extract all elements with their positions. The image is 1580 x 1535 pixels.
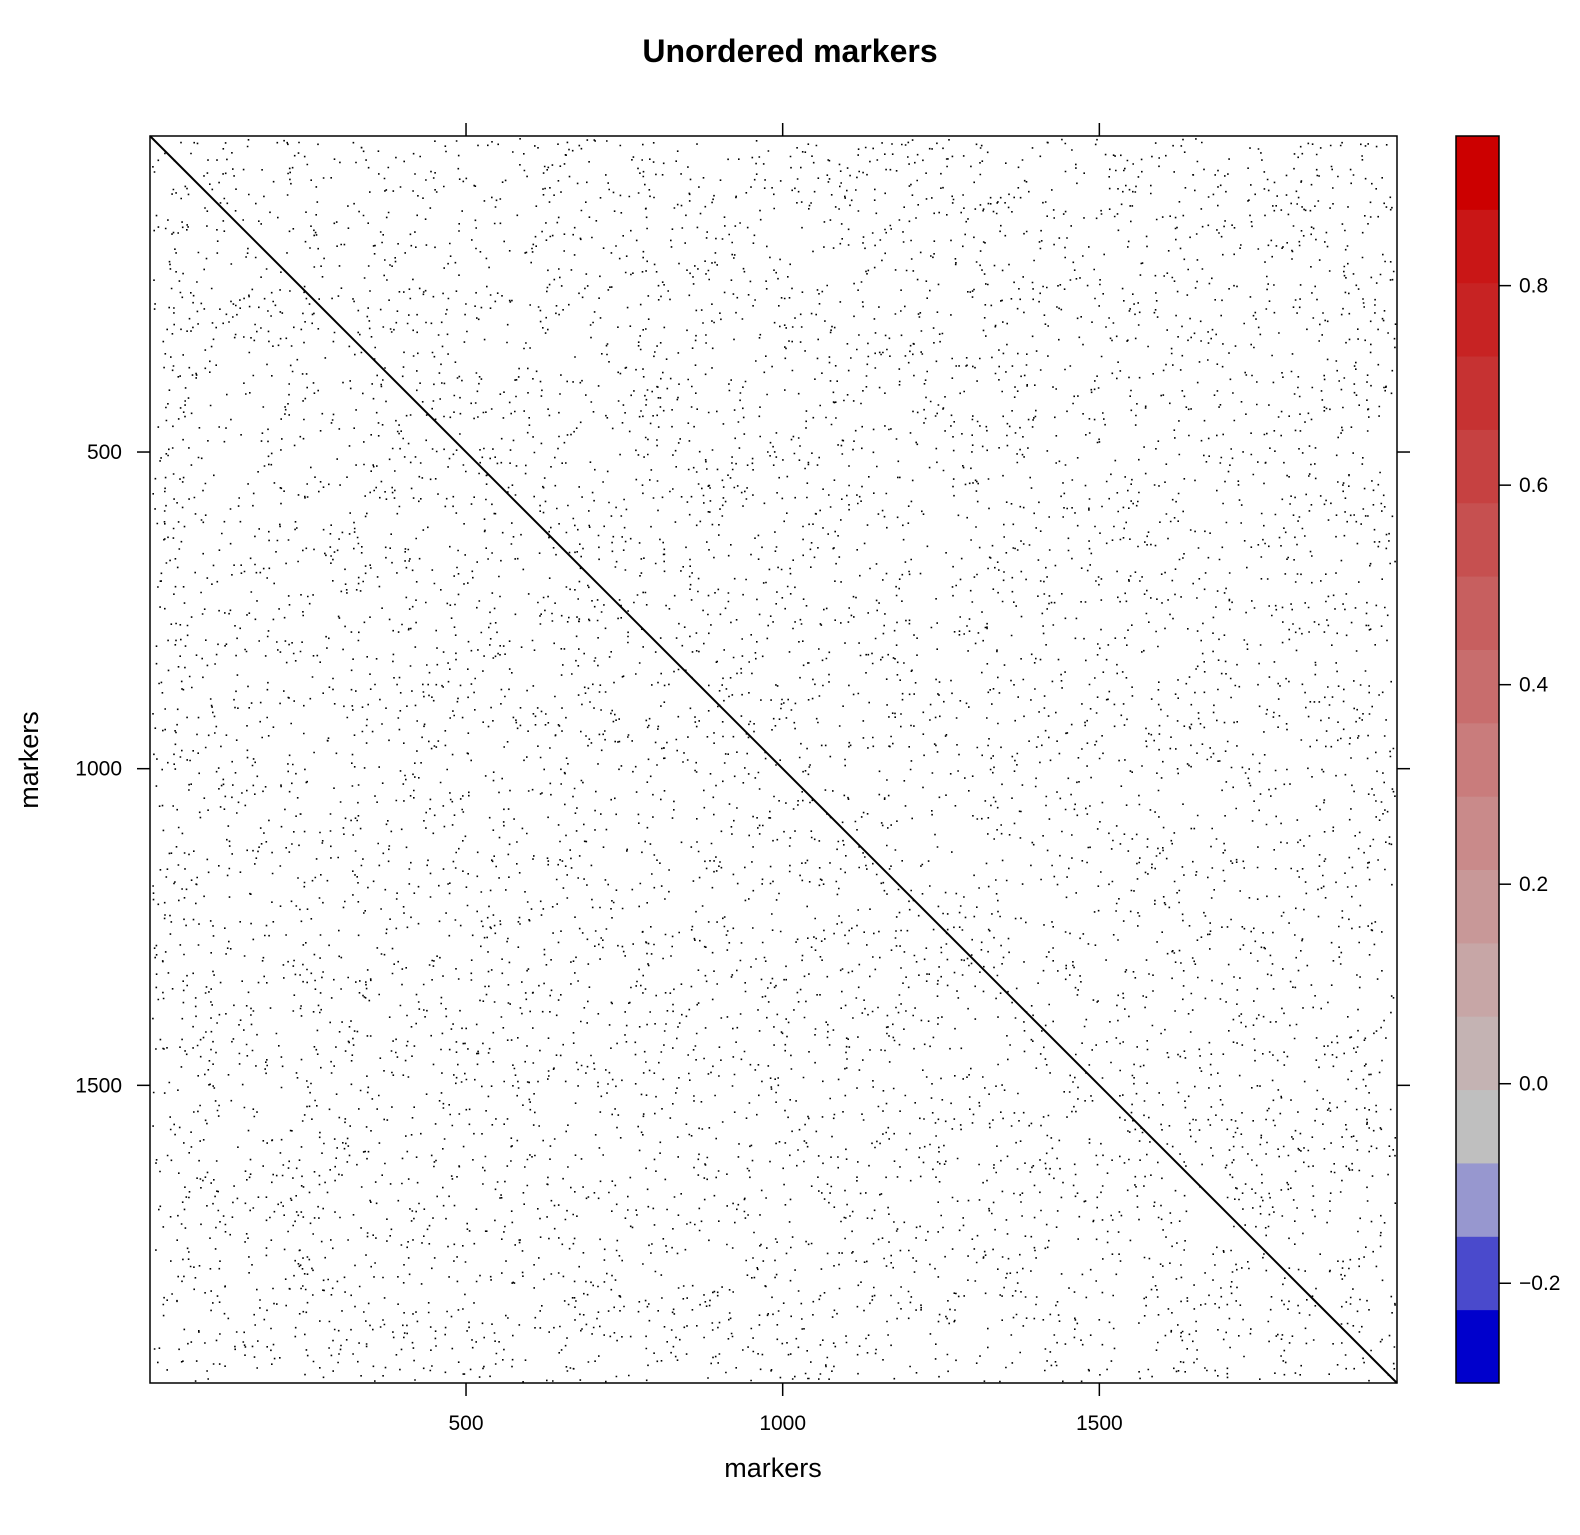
colorbar-segment: [1456, 576, 1499, 650]
panel-border: [149, 135, 1398, 1384]
x-tick-label: 1000: [759, 1412, 806, 1435]
colorbar-segment: [1456, 1236, 1499, 1311]
diagonal-line: [149, 135, 1398, 1384]
colorbar-segment: [1456, 649, 1499, 724]
y-axis: 500 1000 1500: [75, 441, 1410, 1097]
colorbar-segment: [1456, 796, 1499, 871]
colorbar-segment: [1456, 1016, 1499, 1091]
colorbar-segment: [1456, 209, 1499, 284]
colorbar-segment: [1456, 722, 1499, 797]
colorbar-tick-label: 0.0: [1519, 1073, 1548, 1096]
colorbar-segment: [1456, 1089, 1499, 1164]
y-tick-label: 1000: [75, 758, 122, 781]
colorbar-segment: [1456, 942, 1499, 1017]
y-axis-title: markers: [14, 711, 44, 809]
colorbar-segment: [1456, 282, 1499, 357]
colorbar-tick-label: 0.4: [1519, 674, 1549, 697]
x-tick-label: 500: [449, 1412, 484, 1435]
colorbar: [1456, 136, 1499, 1384]
x-axis-title: markers: [724, 1453, 822, 1483]
colorbar-segment: [1456, 356, 1499, 430]
chart-title: Unordered markers: [642, 33, 937, 69]
colorbar-segment: [1456, 1162, 1499, 1237]
colorbar-axis: −0.2 0.0 0.2 0.4 0.6 0.8: [1499, 275, 1560, 1295]
y-tick-label: 500: [87, 441, 122, 464]
colorbar-segment: [1456, 869, 1499, 944]
heatmap-panel: [149, 135, 1398, 1384]
colorbar-tick-label: −0.2: [1519, 1272, 1560, 1295]
x-tick-label: 1500: [1076, 1412, 1123, 1435]
colorbar-segment: [1456, 429, 1499, 504]
colorbar-tick-label: 0.8: [1519, 275, 1548, 298]
colorbar-segment: [1456, 502, 1499, 577]
colorbar-tick-label: 0.6: [1519, 474, 1548, 497]
y-tick-label: 1500: [75, 1074, 122, 1097]
colorbar-tick-label: 0.2: [1519, 873, 1548, 896]
x-axis: 500 1000 1500: [449, 123, 1123, 1435]
colorbar-border: [1455, 135, 1500, 1384]
colorbar-segment: [1456, 136, 1499, 210]
colorbar-segment: [1456, 1309, 1499, 1384]
